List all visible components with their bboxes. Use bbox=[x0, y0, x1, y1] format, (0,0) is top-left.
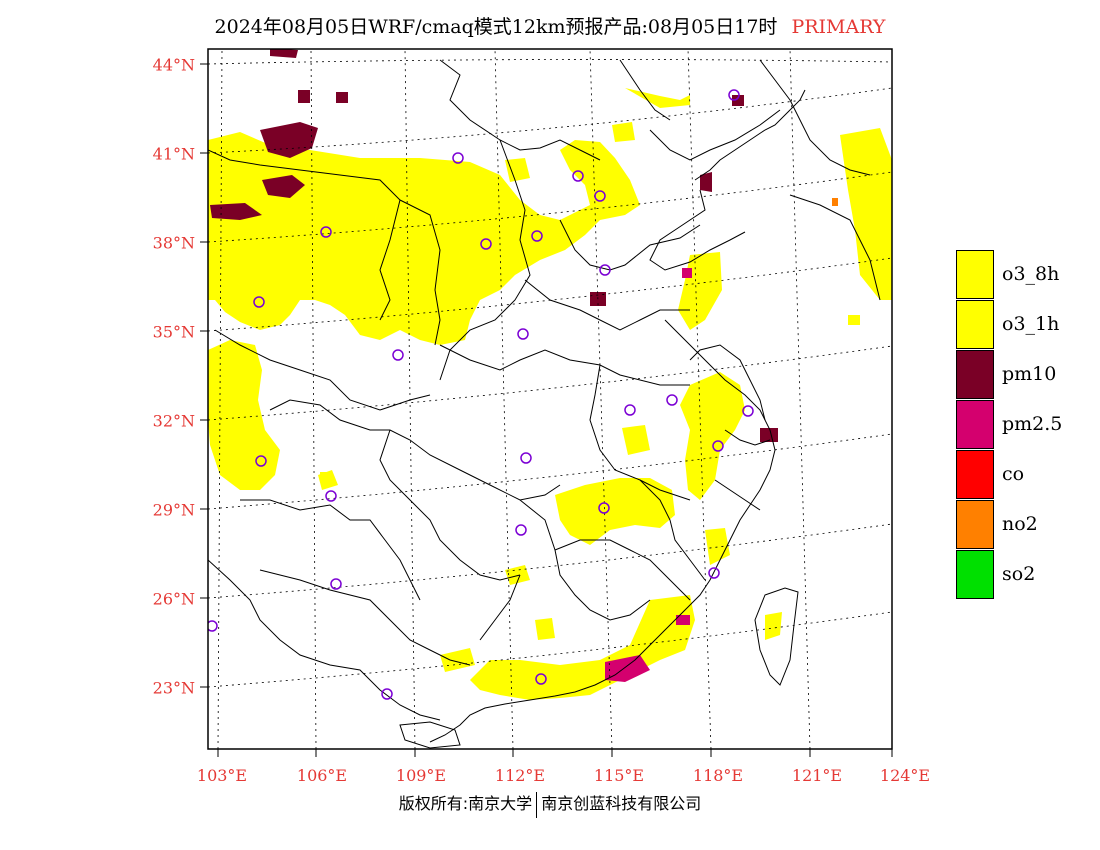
copyright-left: 版权所有:南京大学 bbox=[398, 794, 533, 813]
city-marker bbox=[325, 490, 337, 502]
legend-swatch bbox=[956, 499, 994, 549]
legend-item-o3-1h: o3_1h bbox=[956, 299, 1062, 349]
city-marker bbox=[599, 264, 611, 276]
legend-label: so2 bbox=[1002, 563, 1036, 585]
legend-item-o3-8h: o3_8h bbox=[956, 249, 1062, 299]
legend-swatch bbox=[956, 299, 994, 349]
legend-swatch bbox=[956, 249, 994, 299]
legend-label: pm10 bbox=[1002, 363, 1057, 385]
city-marker bbox=[728, 89, 740, 101]
lon-label-112: 112°E bbox=[495, 766, 545, 785]
city-marker bbox=[624, 404, 636, 416]
legend-item-so2: so2 bbox=[956, 549, 1062, 599]
city-marker bbox=[253, 296, 265, 308]
axis-ticks bbox=[200, 63, 893, 757]
lat-label-26: 26°N bbox=[153, 590, 195, 609]
lat-label-32: 32°N bbox=[153, 412, 195, 431]
city-marker bbox=[572, 170, 584, 182]
lat-label-35: 35°N bbox=[153, 323, 195, 342]
legend-item-pm10: pm10 bbox=[956, 349, 1062, 399]
legend-label: co bbox=[1002, 463, 1025, 485]
province-boundaries bbox=[208, 59, 881, 721]
legend-swatch bbox=[956, 449, 994, 499]
chart-title: 2024年08月05日WRF/cmaq模式12km预报产品:08月05日17时 P… bbox=[0, 12, 1100, 39]
legend-label: no2 bbox=[1002, 513, 1038, 535]
o3-field bbox=[208, 88, 892, 700]
city-marker bbox=[594, 190, 606, 202]
title-tag: PRIMARY bbox=[791, 16, 886, 38]
legend-label: pm2.5 bbox=[1002, 413, 1063, 435]
city-marker bbox=[515, 524, 527, 536]
city-marker bbox=[517, 328, 529, 340]
city-marker bbox=[208, 620, 218, 632]
lat-label-44: 44°N bbox=[153, 56, 195, 75]
lon-label-103: 103°E bbox=[197, 766, 247, 785]
legend-swatch bbox=[956, 399, 994, 449]
lon-label-121: 121°E bbox=[792, 766, 842, 785]
pm25-field bbox=[605, 268, 692, 682]
lon-label-124: 124°E bbox=[880, 766, 930, 785]
city-marker bbox=[452, 152, 464, 164]
city-marker bbox=[392, 349, 404, 361]
legend-swatch bbox=[956, 349, 994, 399]
title-text: 2024年08月05日WRF/cmaq模式12km预报产品:08月05日17时 bbox=[214, 16, 778, 38]
lat-label-29: 29°N bbox=[153, 501, 195, 520]
pollutant-legend: o3_8h o3_1h pm10 pm2.5 co no2 so2 bbox=[956, 249, 1062, 599]
city-marker bbox=[712, 440, 724, 452]
city-marker bbox=[320, 226, 332, 238]
city-marker bbox=[330, 578, 342, 590]
lat-label-41: 41°N bbox=[153, 145, 195, 164]
no2-field bbox=[832, 198, 838, 206]
legend-item-co: co bbox=[956, 449, 1062, 499]
legend-label: o3_1h bbox=[1002, 313, 1060, 335]
legend-label: o3_8h bbox=[1002, 263, 1060, 285]
city-marker bbox=[480, 238, 492, 250]
lon-label-109: 109°E bbox=[396, 766, 446, 785]
lon-label-106: 106°E bbox=[297, 766, 347, 785]
legend-item-pm25: pm2.5 bbox=[956, 399, 1062, 449]
city-marker bbox=[520, 452, 532, 464]
map-frame bbox=[207, 48, 893, 750]
city-markers bbox=[208, 89, 754, 700]
city-marker bbox=[666, 394, 678, 406]
graticule bbox=[208, 49, 892, 749]
lat-label-38: 38°N bbox=[153, 234, 195, 253]
city-marker bbox=[381, 688, 393, 700]
lat-label-23: 23°N bbox=[153, 679, 195, 698]
coastline bbox=[399, 89, 806, 749]
longitude-labels: 103°E 106°E 109°E 112°E 115°E 118°E 121°… bbox=[197, 766, 930, 785]
lon-label-115: 115°E bbox=[594, 766, 644, 785]
lon-label-118: 118°E bbox=[693, 766, 743, 785]
city-marker bbox=[255, 455, 267, 467]
city-marker bbox=[598, 502, 610, 514]
city-marker bbox=[742, 405, 754, 417]
copyright-footer: 版权所有:南京大学 南京创蓝科技有限公司 bbox=[0, 790, 1100, 818]
city-marker bbox=[535, 673, 547, 685]
legend-swatch bbox=[956, 549, 994, 599]
legend-item-no2: no2 bbox=[956, 499, 1062, 549]
copyright-right: 南京创蓝科技有限公司 bbox=[541, 794, 702, 813]
footer-separator bbox=[536, 791, 538, 818]
city-marker bbox=[708, 567, 720, 579]
city-marker bbox=[531, 230, 543, 242]
latitude-labels: 44°N 41°N 38°N 35°N 32°N 29°N 26°N 23°N bbox=[153, 56, 195, 698]
